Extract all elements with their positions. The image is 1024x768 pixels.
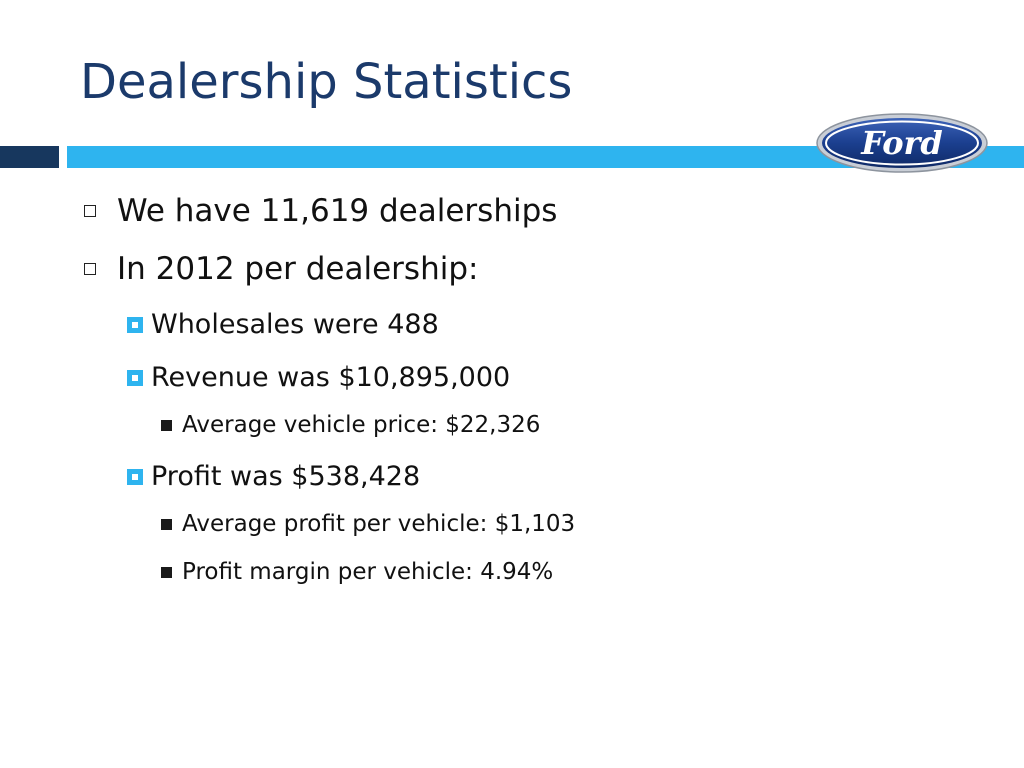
slide-title: Dealership Statistics [80, 54, 573, 110]
bullet-text: Wholesales were 488 [151, 309, 439, 340]
bullet-item: Wholesales were 488 [127, 309, 439, 340]
black-square-bullet-icon [161, 566, 172, 578]
ford-logo-icon: Ford [816, 113, 988, 173]
bullet-text: Profit margin per vehicle: 4.94% [182, 559, 554, 585]
bullet-text: In 2012 per dealership: [117, 251, 479, 287]
bullet-item: Profit margin per vehicle: 4.94% [161, 559, 553, 585]
bullet-item: Revenue was $10,895,000 [127, 362, 510, 393]
bullet-text: Revenue was $10,895,000 [151, 362, 511, 393]
black-square-bullet-icon [161, 419, 172, 431]
bullet-item: We have 11,619 dealerships [84, 193, 557, 229]
accent-bar-dark [0, 146, 59, 168]
blue-square-bullet-icon [127, 369, 143, 386]
bullet-item: Profit was $538,428 [127, 461, 420, 492]
blue-square-bullet-icon [127, 468, 143, 485]
blue-square-bullet-icon [127, 316, 143, 333]
bullet-text: We have 11,619 dealerships [117, 193, 558, 229]
bullet-text: Average profit per vehicle: $1,103 [182, 511, 576, 537]
accent-bar-light [67, 146, 1024, 168]
bullet-item: Average profit per vehicle: $1,103 [161, 511, 575, 537]
hollow-square-bullet-icon [84, 263, 96, 275]
black-square-bullet-icon [161, 518, 172, 530]
hollow-square-bullet-icon [84, 205, 96, 217]
bullet-item: Average vehicle price: $22,326 [161, 412, 540, 438]
bullet-item: In 2012 per dealership: [84, 251, 478, 287]
bullet-text: Average vehicle price: $22,326 [182, 412, 541, 438]
bullet-text: Profit was $538,428 [151, 461, 421, 492]
ford-logo-text: Ford [860, 124, 943, 162]
